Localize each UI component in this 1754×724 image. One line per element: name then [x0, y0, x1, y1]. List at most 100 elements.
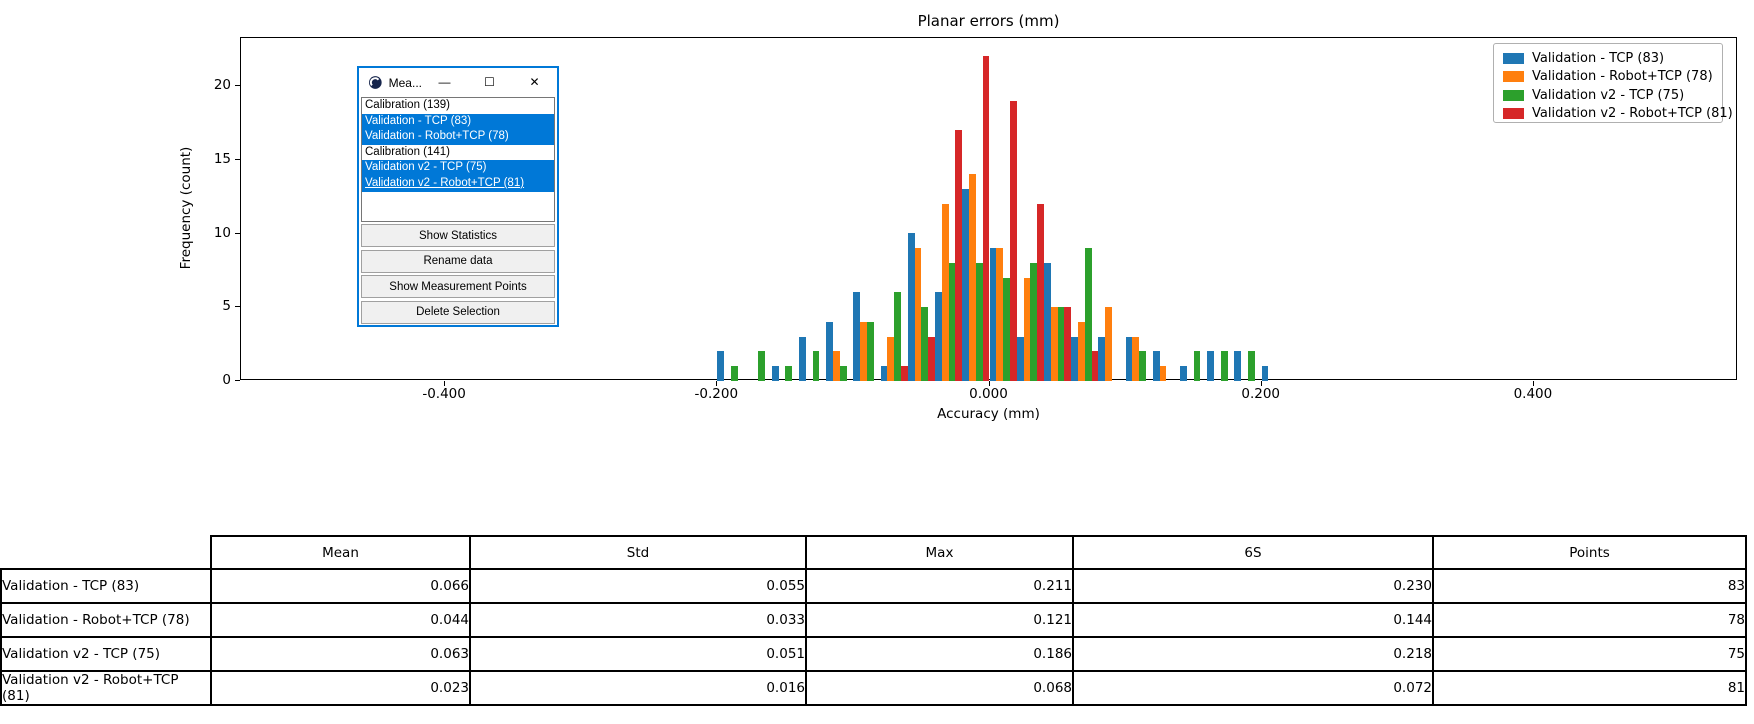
table-cell-value: 0.033: [469, 602, 807, 638]
histogram-bar: [962, 189, 970, 381]
legend-label: Validation v2 - TCP (75): [1532, 87, 1685, 103]
dataset-list-item[interactable]: Validation - Robot+TCP (78): [362, 129, 554, 145]
histogram-bar: [1023, 277, 1031, 381]
histogram-bar: [1132, 336, 1140, 381]
rename-data-button[interactable]: Rename data: [361, 249, 555, 273]
measurement-dialog: Mea... — ☐ ✕ Calibration (139) Validation…: [357, 66, 559, 327]
histogram-bar: [1084, 248, 1092, 381]
table-cell-value: 0.068: [805, 670, 1074, 706]
histogram-bar: [798, 336, 806, 381]
histogram-bar: [941, 203, 949, 381]
show-measurement-points-button[interactable]: Show Measurement Points: [361, 275, 555, 298]
histogram-bar: [901, 366, 908, 381]
histogram-bar: [860, 321, 867, 381]
dialog-title-bar[interactable]: Mea... — ☐ ✕: [359, 68, 557, 97]
dataset-list-item[interactable]: Validation - TCP (83): [362, 113, 554, 130]
x-tick-mark: [1260, 381, 1262, 386]
histogram-bar: [1207, 351, 1215, 381]
legend-entry: Validation - TCP (83): [1503, 49, 1722, 68]
y-tick-mark: [235, 232, 240, 234]
y-tick-mark: [235, 380, 240, 381]
table-row: Validation v2 - TCP (75) 0.063 0.051 0.186 0…: [0, 636, 1747, 672]
statistics-table: Mean Std Max 6S Points Validation - TCP (83)…: [0, 535, 1747, 706]
histogram-bar: [1037, 203, 1044, 381]
histogram-bar: [812, 351, 820, 381]
table-cell-value: 0.230: [1072, 568, 1434, 604]
table-cell-value: 83: [1432, 568, 1747, 604]
histogram-bar: [1003, 277, 1010, 381]
table-cell-value: 0.023: [210, 670, 471, 706]
x-tick-mark: [716, 381, 718, 386]
legend-entry: Validation v2 - TCP (75): [1503, 86, 1722, 105]
window-controls: — ☐ ✕: [422, 68, 557, 97]
histogram-bar: [1064, 307, 1072, 381]
y-tick-mark: [235, 84, 240, 86]
histogram-bar: [1139, 351, 1146, 381]
x-tick-label: 0.200: [1241, 386, 1281, 402]
histogram-bar: [914, 248, 922, 381]
histogram-bar: [880, 366, 888, 381]
x-tick-label: -0.400: [422, 386, 466, 402]
table-row-label: Validation - TCP (83): [0, 568, 212, 604]
histogram-bar: [1077, 321, 1085, 381]
x-tick-label: 0.000: [969, 386, 1008, 402]
histogram-bar: [1043, 262, 1051, 381]
histogram-bar: [1091, 351, 1099, 381]
legend-entry: Validation v2 - Robot+TCP (81): [1503, 105, 1733, 124]
histogram-bar: [1050, 307, 1058, 381]
table-cell-value: 78: [1432, 602, 1747, 638]
x-tick-label: -0.200: [694, 386, 739, 402]
histogram-bar: [955, 130, 963, 381]
x-tick-label: 0.400: [1513, 386, 1553, 402]
chart-title: Planar errors (mm): [917, 12, 1060, 30]
table-column-header: Points: [1432, 535, 1747, 570]
histogram-bar: [1234, 351, 1242, 381]
legend-label: Validation v2 - Robot+TCP (81): [1532, 106, 1733, 122]
table-cell-value: 0.218: [1072, 636, 1434, 672]
histogram-bar: [907, 233, 915, 381]
histogram-bar: [826, 321, 833, 381]
legend-entry: Validation - Robot+TCP (78): [1503, 68, 1722, 87]
close-button[interactable]: ✕: [529, 75, 540, 89]
y-tick-label: 0: [222, 372, 231, 388]
histogram-bar: [867, 321, 874, 381]
table-column-header: 6S: [1072, 535, 1434, 570]
x-tick-mark: [988, 381, 990, 386]
table-row-label: Validation v2 - Robot+TCP (81): [0, 670, 212, 706]
table-row: Validation - Robot+TCP (78) 0.044 0.033 0.1…: [0, 602, 1747, 638]
table-row-label: Validation v2 - TCP (75): [0, 636, 212, 672]
maximize-button[interactable]: ☐: [484, 75, 495, 89]
dataset-list-item[interactable]: Calibration (139): [365, 99, 451, 111]
dataset-listbox[interactable]: Calibration (139) Validation - TCP (83) Va…: [361, 97, 555, 222]
histogram-bar: [1030, 262, 1038, 381]
legend-swatch-icon: [1503, 52, 1524, 64]
chart-legend: Validation - TCP (83) Validation - Robot+…: [1493, 43, 1733, 124]
dialog-title: Mea...: [388, 75, 422, 90]
histogram-bar: [1098, 336, 1106, 381]
y-tick-label: 20: [213, 76, 231, 93]
histogram-bar: [982, 56, 990, 381]
table-column-header: Mean: [210, 535, 471, 570]
dialog-button-column: Show Statistics Rename data Show Measureme…: [361, 224, 555, 324]
show-statistics-button[interactable]: Show Statistics: [361, 224, 555, 247]
delete-selection-button[interactable]: Delete Selection: [361, 300, 555, 324]
histogram-bar: [1152, 351, 1160, 381]
dataset-list-item[interactable]: Calibration (141): [365, 145, 451, 158]
y-tick-label: 15: [213, 150, 231, 167]
table-cell-value: 0.072: [1072, 670, 1434, 706]
histogram-bar: [935, 292, 942, 381]
minimize-button[interactable]: —: [438, 75, 451, 89]
dataset-list-item[interactable]: Validation v2 - TCP (75): [362, 160, 554, 176]
histogram-bar: [1180, 366, 1187, 381]
histogram-bar: [989, 248, 997, 381]
table-cell-value: 0.066: [210, 568, 471, 604]
table-cell-value: 0.121: [805, 602, 1074, 638]
histogram-bar: [853, 292, 861, 381]
table-cell-value: 0.144: [1072, 602, 1434, 638]
dataset-list-item[interactable]: Validation v2 - Robot+TCP (81): [362, 175, 554, 192]
histogram-bar: [1125, 336, 1133, 381]
y-tick-label: 5: [222, 298, 231, 315]
table-corner-blank: [1, 536, 211, 569]
table-cell-value: 0.051: [469, 636, 807, 672]
